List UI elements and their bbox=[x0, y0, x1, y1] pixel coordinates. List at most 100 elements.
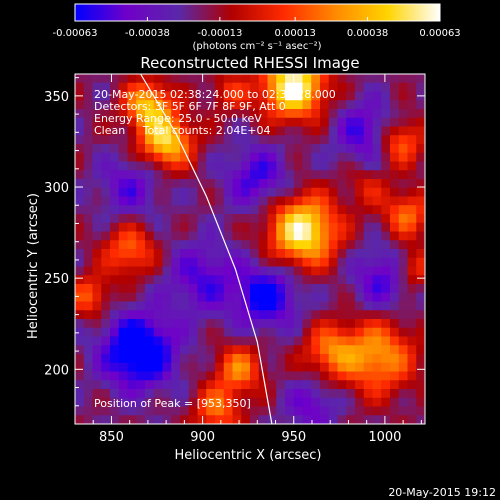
heatmap-cell bbox=[232, 126, 242, 136]
heatmap-cell bbox=[381, 161, 391, 171]
heatmap-cell bbox=[398, 345, 408, 355]
heatmap-cell bbox=[276, 284, 286, 294]
heatmap-cell bbox=[92, 327, 102, 337]
heatmap-cell bbox=[285, 170, 295, 180]
heatmap-cell bbox=[127, 362, 137, 372]
heatmap-cell bbox=[328, 109, 338, 119]
heatmap-cell bbox=[258, 161, 268, 171]
heatmap-cell bbox=[162, 397, 172, 407]
heatmap-cell bbox=[258, 389, 268, 399]
heatmap-cell bbox=[241, 336, 251, 346]
heatmap-cell bbox=[311, 74, 321, 84]
heatmap-cell bbox=[215, 389, 225, 399]
heatmap-cell bbox=[398, 109, 408, 119]
y-tick-label: 200 bbox=[44, 363, 69, 378]
heatmap-cell bbox=[346, 266, 356, 276]
heatmap-cell bbox=[110, 231, 120, 241]
heatmap-cell bbox=[267, 292, 277, 302]
heatmap-cell bbox=[407, 222, 417, 232]
heatmap-cell bbox=[171, 292, 181, 302]
heatmap-cell bbox=[206, 301, 216, 311]
heatmap-cell bbox=[320, 345, 330, 355]
heatmap-cell bbox=[118, 179, 128, 189]
heatmap-cell bbox=[311, 284, 321, 294]
heatmap-cell bbox=[250, 82, 260, 92]
heatmap-cell bbox=[171, 187, 181, 197]
heatmap-cell bbox=[407, 275, 417, 285]
heatmap-cell bbox=[407, 266, 417, 276]
heatmap-cell bbox=[127, 336, 137, 346]
heatmap-cell bbox=[92, 266, 102, 276]
heatmap-cell bbox=[188, 161, 198, 171]
heatmap-cell bbox=[118, 301, 128, 311]
heatmap-cell bbox=[285, 82, 295, 92]
heatmap-cell bbox=[110, 152, 120, 162]
heatmap-cell bbox=[328, 415, 338, 425]
heatmap-cell bbox=[390, 319, 400, 329]
heatmap-cell bbox=[293, 100, 303, 110]
heatmap-cell bbox=[355, 397, 365, 407]
heatmap-cell bbox=[276, 327, 286, 337]
heatmap-cell bbox=[162, 126, 172, 136]
heatmap-cell bbox=[171, 100, 181, 110]
heatmap-cell bbox=[101, 117, 111, 127]
heatmap-cell bbox=[180, 117, 190, 127]
heatmap-cell bbox=[101, 336, 111, 346]
heatmap-cell bbox=[320, 161, 330, 171]
heatmap-cell bbox=[390, 231, 400, 241]
heatmap-cell bbox=[258, 275, 268, 285]
heatmap-cell bbox=[381, 126, 391, 136]
heatmap-cell bbox=[75, 371, 85, 381]
heatmap-cell bbox=[127, 100, 137, 110]
heatmap-cell bbox=[311, 214, 321, 224]
x-axis: 850 900 950 1000 bbox=[92, 74, 422, 445]
heatmap-cell bbox=[267, 214, 277, 224]
heatmap-cell bbox=[101, 135, 111, 145]
heatmap-cell bbox=[75, 126, 85, 136]
heatmap-cell bbox=[285, 345, 295, 355]
heatmap-cell bbox=[197, 152, 207, 162]
heatmap-cell bbox=[153, 336, 163, 346]
heatmap-cell bbox=[180, 406, 190, 416]
heatmap-cell bbox=[381, 249, 391, 259]
heatmap-cell bbox=[145, 257, 155, 267]
heatmap-cell bbox=[241, 389, 251, 399]
heatmap-cell bbox=[328, 196, 338, 206]
heatmap-cell bbox=[136, 126, 146, 136]
heatmap-cell bbox=[171, 214, 181, 224]
heatmap-cell bbox=[223, 327, 233, 337]
heatmap-cell bbox=[311, 406, 321, 416]
heatmap-cell bbox=[381, 187, 391, 197]
heatmap-cell bbox=[407, 161, 417, 171]
heatmap-cell bbox=[346, 144, 356, 154]
heatmap-cell bbox=[118, 109, 128, 119]
heatmap-cell bbox=[372, 345, 382, 355]
heatmap-cell bbox=[232, 249, 242, 259]
heatmap-cell bbox=[258, 231, 268, 241]
heatmap-cell bbox=[215, 345, 225, 355]
heatmap-cell bbox=[188, 354, 198, 364]
heatmap-cell bbox=[75, 257, 85, 267]
heatmap-cell bbox=[407, 214, 417, 224]
heatmap-cell bbox=[320, 415, 330, 425]
heatmap-cell bbox=[276, 82, 286, 92]
heatmap-cell bbox=[407, 231, 417, 241]
heatmap-cell bbox=[75, 327, 85, 337]
heatmap-cell bbox=[285, 196, 295, 206]
heatmap-cell bbox=[337, 371, 347, 381]
heatmap-cell bbox=[232, 91, 242, 101]
heatmap-cell bbox=[197, 257, 207, 267]
heatmap-cell bbox=[407, 292, 417, 302]
heatmap-cell bbox=[180, 327, 190, 337]
x-axis-title: Heliocentric X (arcsec) bbox=[175, 448, 322, 463]
heatmap-cell bbox=[232, 135, 242, 145]
heatmap-cell bbox=[250, 380, 260, 390]
heatmap-cell bbox=[75, 196, 85, 206]
heatmap-cell bbox=[416, 292, 426, 302]
heatmap-cell bbox=[145, 91, 155, 101]
heatmap-cell bbox=[188, 266, 198, 276]
heatmap-cell bbox=[223, 196, 233, 206]
heatmap-cell bbox=[407, 179, 417, 189]
heatmap-cell bbox=[311, 161, 321, 171]
heatmap-cell bbox=[363, 327, 373, 337]
